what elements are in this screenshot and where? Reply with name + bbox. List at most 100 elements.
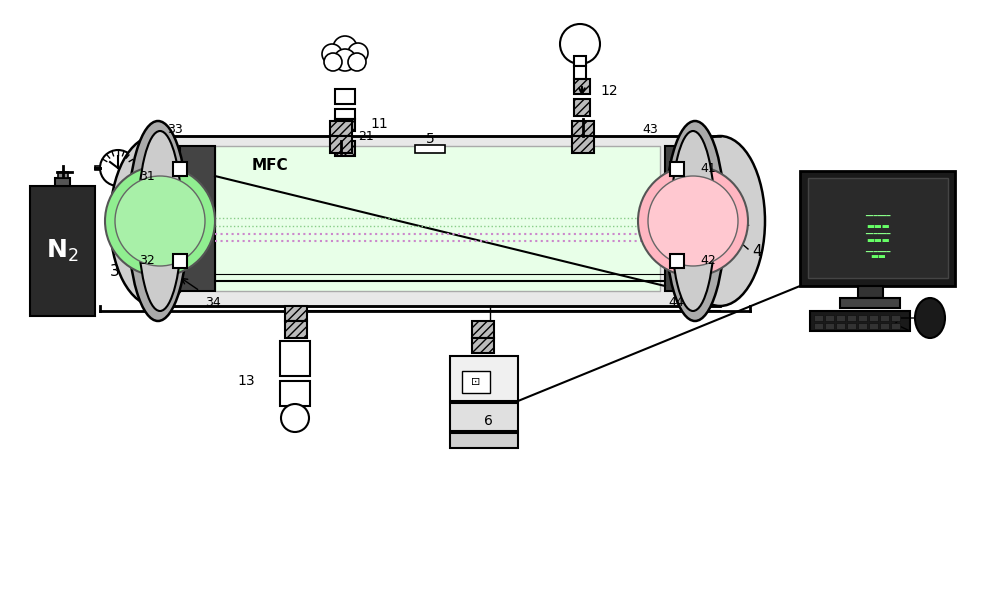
Text: 32: 32 bbox=[139, 254, 155, 268]
Text: 21: 21 bbox=[358, 129, 374, 142]
Text: 3: 3 bbox=[110, 263, 120, 278]
Bar bbox=[880, 323, 889, 329]
Bar bbox=[670, 162, 684, 176]
Bar bbox=[847, 315, 856, 321]
Circle shape bbox=[333, 36, 357, 60]
Circle shape bbox=[322, 44, 342, 64]
Bar bbox=[450, 403, 518, 431]
Bar bbox=[55, 178, 70, 186]
Bar bbox=[665, 146, 700, 291]
Bar bbox=[173, 254, 187, 268]
Circle shape bbox=[281, 404, 309, 432]
Bar bbox=[335, 119, 355, 131]
Bar bbox=[215, 146, 660, 291]
Text: 4: 4 bbox=[752, 244, 762, 259]
Text: 44: 44 bbox=[668, 296, 684, 309]
Bar bbox=[173, 162, 187, 176]
Bar bbox=[814, 315, 823, 321]
Bar bbox=[574, 56, 586, 66]
Bar bbox=[572, 121, 594, 136]
Bar bbox=[155, 136, 720, 306]
Ellipse shape bbox=[665, 121, 725, 321]
Bar bbox=[415, 145, 445, 153]
Bar bbox=[472, 338, 494, 353]
Bar bbox=[891, 315, 900, 321]
Bar bbox=[230, 151, 310, 181]
Bar bbox=[330, 136, 352, 153]
Text: 12: 12 bbox=[600, 84, 618, 98]
Bar bbox=[252, 181, 288, 188]
Text: ━━━━━━: ━━━━━━ bbox=[865, 213, 891, 219]
Ellipse shape bbox=[110, 136, 200, 306]
Ellipse shape bbox=[675, 136, 765, 306]
Bar bbox=[95, 166, 100, 170]
Bar bbox=[858, 286, 883, 298]
Bar bbox=[858, 323, 867, 329]
Circle shape bbox=[560, 24, 600, 64]
Text: 11: 11 bbox=[370, 117, 388, 131]
Bar bbox=[810, 311, 910, 331]
Text: ▬▬▬: ▬▬▬ bbox=[866, 222, 890, 231]
Bar bbox=[836, 323, 845, 329]
Ellipse shape bbox=[138, 131, 182, 311]
Bar bbox=[880, 315, 889, 321]
Text: 33: 33 bbox=[167, 123, 183, 136]
Text: 42: 42 bbox=[700, 254, 716, 268]
Text: 5: 5 bbox=[426, 132, 434, 146]
Bar bbox=[58, 172, 68, 178]
Text: 2: 2 bbox=[485, 326, 495, 341]
Bar bbox=[280, 381, 310, 406]
Circle shape bbox=[324, 53, 342, 71]
Bar bbox=[869, 323, 878, 329]
Bar bbox=[180, 146, 215, 291]
Bar bbox=[825, 315, 834, 321]
Bar bbox=[335, 109, 355, 119]
Bar bbox=[814, 323, 823, 329]
Text: 41: 41 bbox=[700, 162, 716, 175]
Bar bbox=[572, 136, 594, 153]
Bar bbox=[836, 315, 845, 321]
Circle shape bbox=[638, 166, 748, 276]
Text: MFC: MFC bbox=[252, 159, 288, 173]
Ellipse shape bbox=[128, 121, 188, 321]
Bar bbox=[574, 79, 590, 94]
Bar bbox=[825, 323, 834, 329]
Circle shape bbox=[348, 53, 366, 71]
Ellipse shape bbox=[671, 131, 715, 311]
Circle shape bbox=[648, 176, 738, 266]
Bar bbox=[858, 315, 867, 321]
Bar bbox=[891, 323, 900, 329]
Text: ⊡: ⊡ bbox=[471, 377, 481, 387]
Text: 43: 43 bbox=[642, 123, 658, 136]
Bar bbox=[335, 141, 355, 156]
Text: 6: 6 bbox=[484, 414, 493, 428]
Bar bbox=[280, 341, 310, 376]
Circle shape bbox=[105, 166, 215, 276]
Bar bbox=[335, 89, 355, 104]
Text: N$_2$: N$_2$ bbox=[46, 238, 78, 264]
Bar bbox=[450, 433, 518, 448]
Ellipse shape bbox=[915, 298, 945, 338]
Circle shape bbox=[348, 43, 368, 63]
Text: ━━━━━━: ━━━━━━ bbox=[865, 249, 891, 255]
Bar bbox=[170, 164, 188, 172]
Bar bbox=[808, 178, 948, 278]
Text: 34: 34 bbox=[205, 296, 221, 309]
Circle shape bbox=[334, 49, 356, 71]
Bar bbox=[462, 371, 490, 393]
Bar bbox=[840, 298, 900, 308]
Bar bbox=[330, 121, 352, 136]
Bar bbox=[869, 315, 878, 321]
Text: 1: 1 bbox=[740, 213, 750, 228]
Bar bbox=[574, 66, 586, 79]
Bar bbox=[574, 99, 590, 116]
Text: ▬▬▬: ▬▬▬ bbox=[866, 237, 890, 246]
Text: 31: 31 bbox=[139, 169, 155, 182]
Bar bbox=[30, 186, 95, 316]
Bar bbox=[285, 321, 307, 338]
Text: ▬▬: ▬▬ bbox=[870, 252, 886, 260]
Text: 13: 13 bbox=[237, 374, 255, 388]
Bar bbox=[450, 356, 518, 401]
Bar bbox=[847, 323, 856, 329]
Bar bbox=[670, 254, 684, 268]
